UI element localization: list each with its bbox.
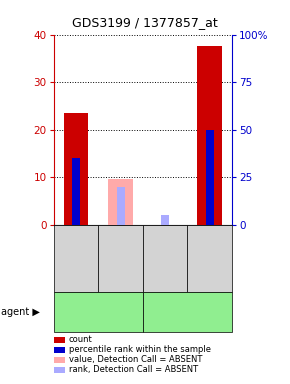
Text: rank, Detection Call = ABSENT: rank, Detection Call = ABSENT [69, 365, 198, 374]
Text: control: control [81, 307, 115, 317]
Text: GSM266749: GSM266749 [161, 233, 170, 284]
Text: percentile rank within the sample: percentile rank within the sample [69, 345, 211, 354]
Text: anti-Mullerian
hormone: anti-Mullerian hormone [154, 301, 221, 323]
Bar [72, 158, 80, 225]
Bar [197, 46, 222, 225]
Text: value, Detection Call = ABSENT: value, Detection Call = ABSENT [69, 355, 202, 364]
Bar [117, 187, 124, 225]
Text: count: count [69, 335, 93, 344]
Text: GSM266747: GSM266747 [71, 233, 80, 284]
Text: agent ▶: agent ▶ [1, 307, 40, 317]
Bar [206, 130, 214, 225]
Text: GSM266750: GSM266750 [205, 233, 214, 284]
Text: GDS3199 / 1377857_at: GDS3199 / 1377857_at [72, 16, 218, 29]
Bar [64, 113, 88, 225]
Text: GSM266748: GSM266748 [116, 233, 125, 284]
Bar [108, 179, 133, 225]
Bar [161, 215, 169, 225]
